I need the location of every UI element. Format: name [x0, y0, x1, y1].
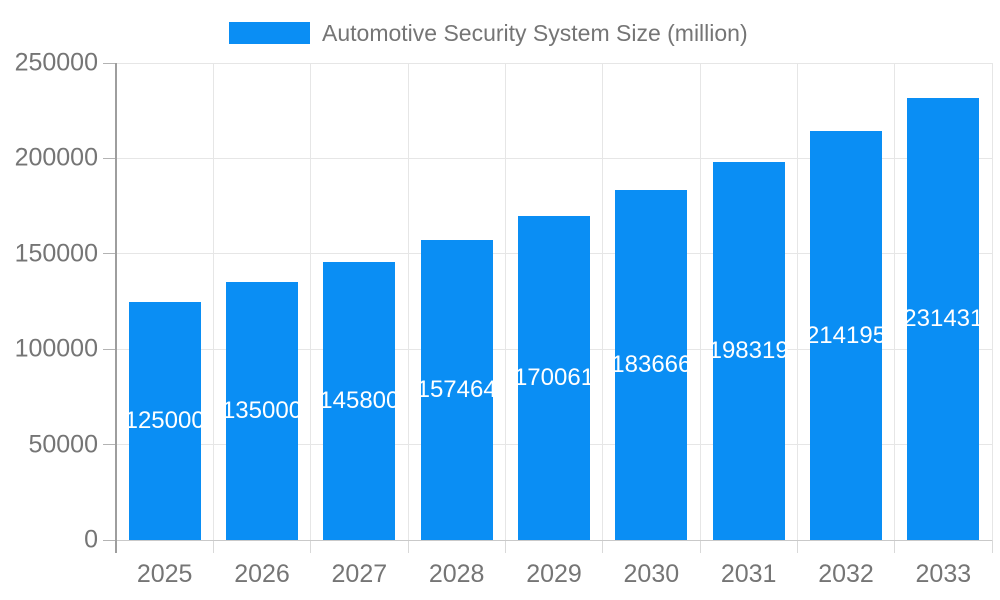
bar-value-label: 183666	[611, 350, 692, 378]
x-axis-tick-label: 2028	[428, 560, 485, 588]
x-axis-tick	[796, 540, 798, 553]
bar	[907, 98, 980, 540]
y-gridline	[116, 62, 992, 64]
x-axis-tick-label: 2030	[623, 560, 680, 588]
y-axis-line	[115, 63, 117, 553]
x-gridline	[991, 63, 993, 540]
x-axis-tick	[894, 540, 896, 553]
x-axis-tick-label: 2032	[818, 560, 874, 588]
y-axis-tick	[103, 348, 116, 350]
bar	[810, 131, 882, 540]
y-axis-tick-label: 150000	[14, 239, 98, 268]
x-axis-tick-label: 2025	[136, 560, 193, 588]
bar-value-label: 125000	[124, 406, 205, 434]
y-axis-tick	[103, 62, 116, 64]
x-gridline	[602, 63, 604, 540]
x-gridline	[504, 63, 506, 540]
y-axis-tick-label: 200000	[14, 143, 98, 172]
bar-value-label: 214195	[805, 321, 887, 349]
x-gridline	[310, 63, 312, 540]
y-axis-tick-label: 50000	[28, 430, 98, 459]
y-axis-tick-label: 100000	[14, 334, 98, 363]
x-axis-tick	[991, 540, 993, 553]
y-axis-tick	[103, 444, 116, 446]
x-axis-tick-label: 2031	[720, 560, 777, 588]
x-axis-line	[116, 539, 992, 541]
x-axis-tick	[602, 540, 604, 553]
bar	[712, 161, 785, 540]
y-gridline	[116, 157, 992, 159]
x-gridline	[699, 63, 701, 540]
x-axis-tick-label: 2029	[526, 560, 582, 588]
x-gridline	[894, 63, 896, 540]
bar-value-label: 145800	[319, 386, 400, 414]
y-axis-tick-label: 0	[84, 525, 98, 554]
y-axis-tick	[103, 539, 116, 541]
bar-value-label: 198319	[708, 336, 789, 364]
bar	[420, 239, 493, 540]
bar	[226, 282, 298, 540]
y-axis-tick-label: 250000	[14, 48, 98, 77]
y-axis-tick	[103, 253, 116, 255]
x-axis-tick	[407, 540, 409, 553]
bar	[518, 215, 590, 540]
chart-legend: Automotive Security System Size (million…	[229, 20, 748, 46]
legend-color-swatch	[229, 22, 310, 44]
x-axis-tick	[212, 540, 214, 553]
x-axis-tick-label: 2027	[331, 560, 388, 588]
y-axis-tick	[103, 157, 116, 159]
x-axis-tick	[504, 540, 506, 553]
x-axis-tick	[310, 540, 312, 553]
bar-value-label: 157464	[416, 375, 497, 403]
x-gridline	[796, 63, 798, 540]
bar-value-label: 170061	[513, 363, 595, 391]
x-gridline	[407, 63, 409, 540]
x-axis-tick	[699, 540, 701, 553]
bar	[323, 261, 396, 540]
x-gridline	[212, 63, 214, 540]
x-axis-tick-label: 2026	[234, 560, 290, 588]
bar-value-label: 135000	[221, 397, 303, 425]
bar	[615, 189, 688, 540]
bar-value-label: 231431	[903, 305, 984, 333]
x-axis-tick-label: 2033	[915, 560, 972, 588]
bar	[128, 301, 201, 540]
legend-series-label: Automotive Security System Size (million…	[322, 19, 748, 46]
